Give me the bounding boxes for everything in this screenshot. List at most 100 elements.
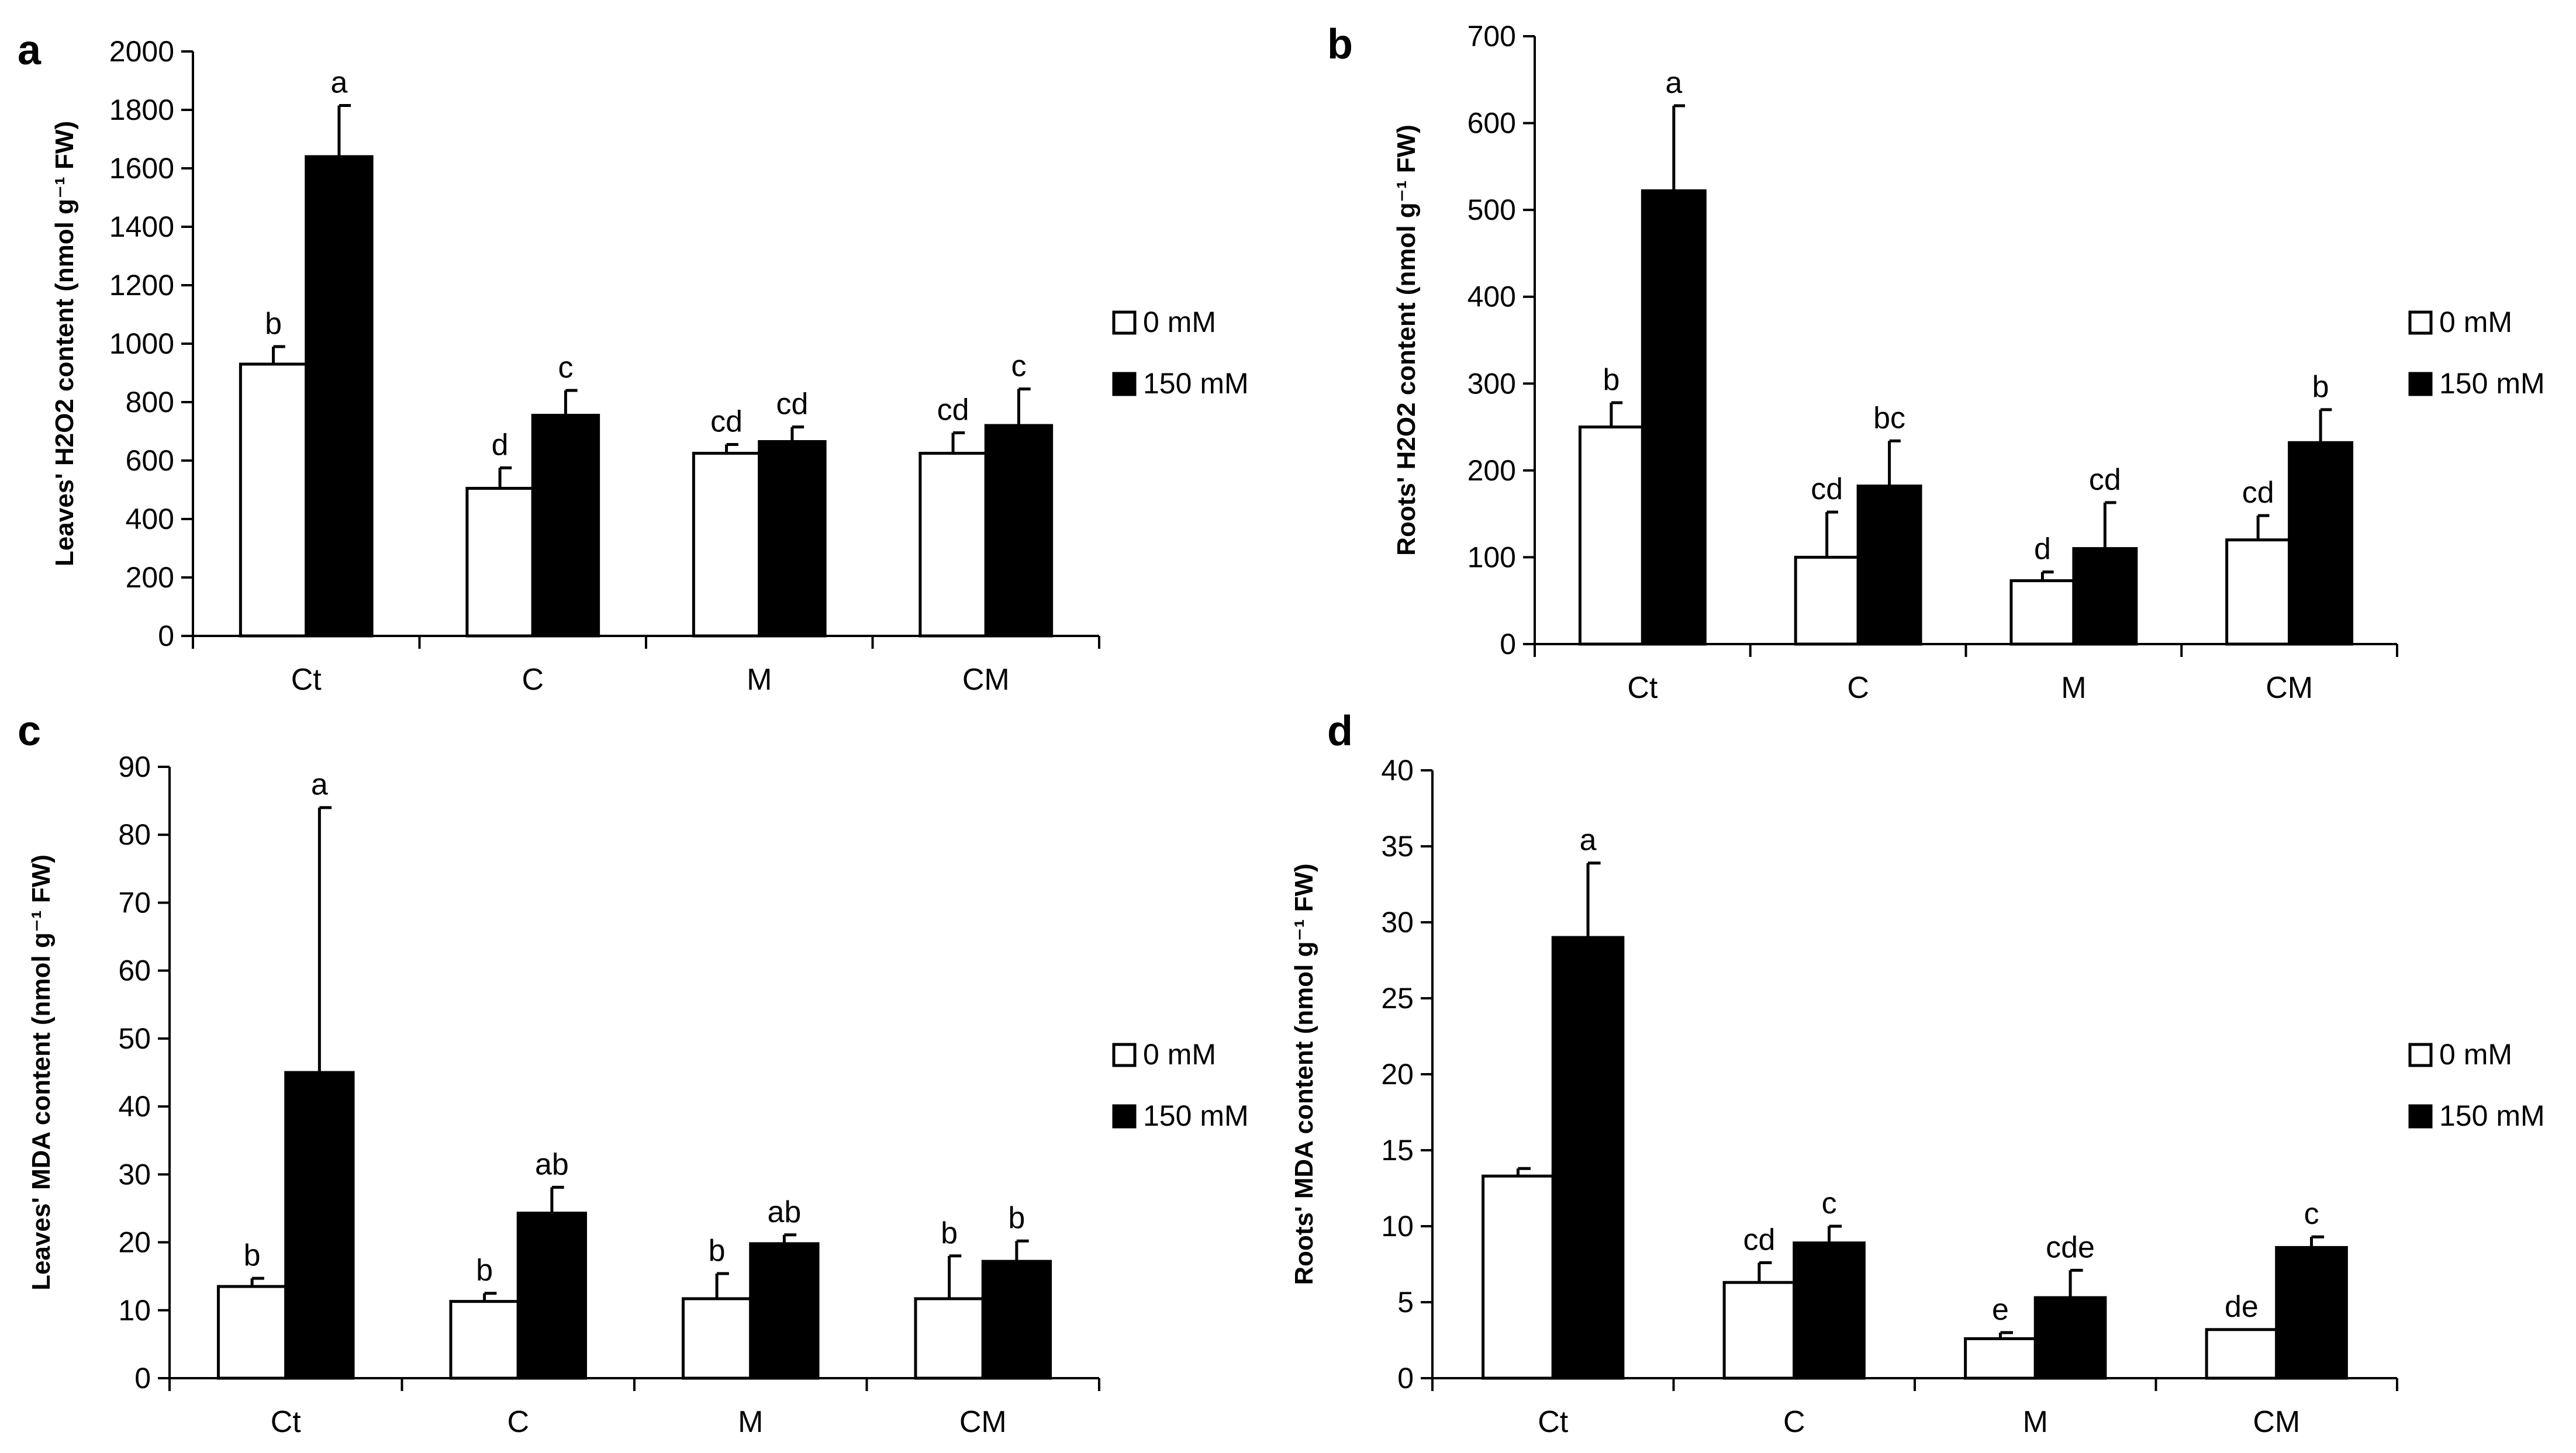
panel-a-category-label: M (747, 663, 772, 697)
panel-a-legend-swatch (1112, 372, 1137, 396)
panel-a-y-tick-label: 0 (158, 620, 174, 652)
panel-a-y-tick-label: 800 (126, 386, 174, 418)
panel-b-legend-label: 150 mM (2439, 367, 2545, 400)
panel-a-letter: a (18, 27, 42, 74)
panel-d-significance-letter: cd (1743, 1223, 1775, 1257)
panel-a-significance-letter: d (492, 428, 509, 462)
panel-b-legend-swatch (2408, 310, 2433, 335)
panel-c-y-tick-label: 20 (118, 1226, 151, 1259)
panel-c-significance-letter: ab (767, 1195, 801, 1229)
panel-d-legend-label: 0 mM (2439, 1038, 2512, 1071)
panel-b-significance-letter: cd (1811, 472, 1843, 506)
panel-d-significance-letter: e (1992, 1293, 2009, 1327)
panel-d-bar (1722, 1281, 1796, 1380)
panel-a-legend-label: 0 mM (1143, 306, 1216, 338)
panel-b-significance-letter: cd (2089, 463, 2121, 497)
panel-a-y-tick-label: 1400 (109, 210, 174, 243)
panel-b-y-tick-label: 200 (1467, 454, 1516, 487)
panel-a-category-label: C (522, 663, 544, 697)
panel-c-y-tick-label: 80 (118, 818, 151, 851)
panel-d-y-tick-label: 10 (1381, 1210, 1414, 1243)
panel-d-significance-letter: a (1580, 824, 1597, 857)
panel-a-y-axis-label: Leaves' H2O2 content (nmol g⁻¹ FW) (50, 121, 79, 566)
panel-d-letter: d (1327, 708, 1353, 755)
panel-a-significance-letter: cd (710, 405, 743, 439)
panel-a-y-tick-label: 1000 (109, 327, 174, 360)
panel-c-bar (284, 1071, 355, 1380)
panel-b-significance-letter: d (2034, 532, 2051, 566)
panel-a-significance-letter: b (265, 307, 282, 341)
panel-c-legend-label: 0 mM (1143, 1038, 1216, 1071)
panel-a-bar (239, 362, 308, 638)
panel-a-y-tick-label: 1200 (109, 269, 174, 302)
panel-b-legend-label: 0 mM (2439, 306, 2512, 338)
panel-a-bar (918, 452, 987, 638)
panel-d-y-tick-label: 20 (1381, 1058, 1414, 1091)
panel-d-bar (1793, 1241, 1866, 1380)
panel-a-bar (758, 440, 827, 638)
panel-d-category-label: Ct (1538, 1405, 1569, 1439)
panel-a-y-tick-label: 1600 (109, 152, 174, 185)
panel-a-y-tick-label: 600 (126, 444, 174, 477)
panel-d-legend-swatch (2408, 1104, 2433, 1129)
panel-c-y-tick-label: 0 (134, 1362, 151, 1395)
panel-b-y-tick-label: 500 (1467, 193, 1516, 226)
panel-c-y-tick-label: 70 (118, 886, 151, 919)
panel-c-legend-label: 150 mM (1143, 1099, 1249, 1132)
panel-d-y-axis-label: Roots' MDA content (nmol g⁻¹ FW) (1290, 863, 1318, 1285)
panel-c-bar (681, 1297, 752, 1380)
panel-c-bar (449, 1300, 520, 1380)
panel-c-y-tick-label: 50 (118, 1022, 151, 1055)
panel-a-significance-letter: a (330, 66, 347, 100)
panel-d-y-tick-label: 35 (1381, 830, 1414, 863)
panel-a-significance-letter: c (558, 351, 573, 385)
panel-c-y-tick-label: 40 (118, 1090, 151, 1123)
panel-c-category-label: M (738, 1405, 763, 1439)
panel-d-bar (2033, 1296, 2107, 1380)
panel-b-y-tick-label: 0 (1500, 628, 1516, 660)
panel-c-letter: c (18, 708, 41, 755)
panel-c-bar (516, 1212, 588, 1380)
panel-d-bar (1551, 936, 1625, 1380)
panel-c-category-label: C (507, 1405, 529, 1439)
panel-c-significance-letter: ab (535, 1147, 569, 1181)
panel-b-significance-letter: a (1665, 66, 1682, 100)
panel-c-bar (981, 1260, 1052, 1380)
panel-b-bar (1641, 189, 1707, 646)
panel-a-y-tick-label: 400 (126, 503, 174, 535)
panel-d-bar (2275, 1246, 2348, 1380)
panel-c-legend-swatch (1112, 1043, 1137, 1067)
panel-b-bar (1578, 425, 1644, 646)
panel-b-significance-letter: cd (2242, 476, 2274, 510)
panel-c-legend-swatch (1112, 1104, 1137, 1129)
panel-b-significance-letter: b (1603, 363, 1620, 397)
panel-b-category-label: M (2061, 671, 2086, 705)
panel-c-significance-letter: b (941, 1216, 958, 1250)
panel-b-significance-letter: b (2312, 370, 2329, 404)
panel-a-bar (465, 487, 534, 638)
panel-c-significance-letter: a (311, 768, 328, 802)
panel-c-y-tick-label: 30 (118, 1158, 151, 1191)
panel-a-bar (692, 452, 761, 638)
panel-d-y-tick-label: 25 (1381, 982, 1414, 1015)
panel-d-category-label: M (2023, 1405, 2048, 1439)
panel-b-category-label: CM (2266, 671, 2313, 705)
panel-c-y-tick-label: 60 (118, 954, 151, 987)
panel-d-category-label: C (1783, 1405, 1805, 1439)
panel-a-category-label: CM (962, 663, 1010, 697)
panel-d-y-tick-label: 15 (1381, 1134, 1414, 1167)
panel-b-category-label: C (1847, 671, 1869, 705)
panel-b-category-label: Ct (1627, 671, 1658, 705)
panel-b-y-tick-label: 700 (1467, 20, 1516, 53)
panel-c-y-tick-label: 10 (118, 1294, 151, 1327)
panel-c-bar (749, 1242, 820, 1380)
panel-b-bar (2225, 538, 2291, 646)
panel-b-bar (1794, 555, 1860, 646)
panel-b-y-tick-label: 300 (1467, 367, 1516, 400)
panel-c-significance-letter: b (1008, 1201, 1025, 1235)
panel-d-significance-letter: cde (2046, 1230, 2095, 1264)
panel-a-y-tick-label: 200 (126, 561, 174, 594)
panel-b-bar (2288, 441, 2354, 646)
panel-b-y-tick-label: 400 (1467, 281, 1516, 313)
panel-c-y-tick-label: 90 (118, 750, 151, 783)
